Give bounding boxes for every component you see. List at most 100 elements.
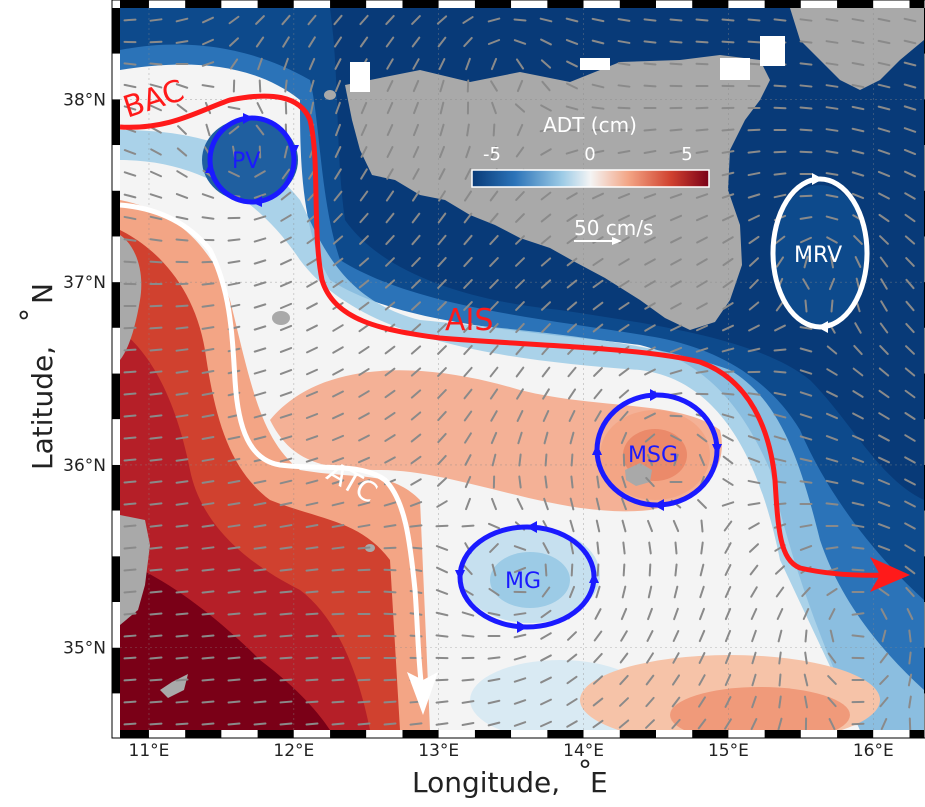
velocity-arrow <box>592 279 604 289</box>
velocity-arrow <box>123 83 137 89</box>
velocity-arrow <box>253 678 267 682</box>
velocity-arrow <box>357 722 371 726</box>
velocity-arrow <box>177 125 187 135</box>
velocity-arrow <box>487 39 501 45</box>
velocity-arrow <box>487 611 501 617</box>
velocity-arrow <box>463 344 473 356</box>
velocity-arrow <box>513 699 527 705</box>
velocity-arrow <box>644 236 656 244</box>
velocity-arrow <box>385 36 395 48</box>
frame-segment <box>112 99 120 146</box>
velocity-arrow <box>879 652 889 664</box>
velocity-arrow <box>777 629 783 643</box>
velocity-arrow <box>851 524 865 528</box>
velocity-arrow <box>799 128 813 132</box>
velocity-arrow <box>645 696 655 708</box>
velocity-arrow <box>412 79 420 93</box>
frame-segment <box>656 730 693 738</box>
velocity-arrow <box>283 57 289 71</box>
velocity-arrow <box>358 390 370 398</box>
velocity-arrow <box>721 347 735 353</box>
velocity-arrow <box>647 519 653 533</box>
velocity-arrow <box>149 348 163 352</box>
bac-ais-current-line <box>119 93 891 578</box>
velocity-arrow <box>175 722 189 726</box>
velocity-arrow <box>386 58 394 70</box>
velocity-arrow <box>227 105 241 111</box>
velocity-arrow <box>513 18 527 22</box>
velocity-arrow <box>747 435 761 441</box>
frame-segment <box>728 0 765 8</box>
velocity-arrow <box>825 40 839 44</box>
velocity-arrow <box>799 435 813 441</box>
velocity-arrow <box>724 673 732 687</box>
velocity-arrow <box>227 502 241 506</box>
velocity-arrow <box>463 301 473 311</box>
velocity-arrow <box>175 546 189 550</box>
velocity-arrow <box>335 123 341 137</box>
velocity-arrow <box>877 523 891 529</box>
velocity-arrow <box>773 172 787 176</box>
velocity-arrow <box>358 345 370 355</box>
velocity-arrow <box>591 17 605 23</box>
velocity-arrow <box>881 629 887 643</box>
velocity-arrow <box>253 413 267 419</box>
velocity-arrow <box>673 607 679 621</box>
colorbar-tick-label: 0 <box>584 144 595 165</box>
velocity-arrow <box>673 453 679 467</box>
velocity-arrow <box>724 607 732 621</box>
velocity-arrow <box>591 39 605 45</box>
velocity-arrow <box>695 40 709 44</box>
velocity-arrow <box>308 57 316 71</box>
velocity-arrow <box>331 434 345 442</box>
velocity-arrow <box>435 678 449 682</box>
velocity-arrow <box>279 413 293 419</box>
velocity-arrow <box>357 456 371 464</box>
velocity-arrow <box>123 370 137 374</box>
velocity-arrow <box>231 145 237 159</box>
velocity-arrow <box>825 479 839 485</box>
velocity-arrow <box>566 213 578 223</box>
velocity-arrow <box>358 412 370 420</box>
velocity-arrow <box>904 434 916 442</box>
longitude-tick-label: 15°E <box>708 741 749 761</box>
velocity-arrow <box>595 519 601 533</box>
velocity-arrow <box>722 214 734 222</box>
velocity-arrow <box>569 431 575 445</box>
velocity-arrow <box>487 677 501 683</box>
velocity-arrow <box>357 479 371 485</box>
velocity-arrow <box>565 149 579 155</box>
frame-segment <box>112 556 120 603</box>
velocity-arrow <box>724 542 732 554</box>
velocity-arrow <box>698 696 706 708</box>
velocity-arrow <box>463 410 473 422</box>
velocity-arrow <box>306 302 318 310</box>
velocity-arrow <box>201 326 215 330</box>
longitude-tick-label: 14°E <box>563 741 604 761</box>
velocity-arrow <box>227 568 241 572</box>
velocity-arrow <box>851 18 865 22</box>
velocity-arrow <box>411 36 421 48</box>
velocity-arrow <box>201 546 215 550</box>
mg-eddy-arrow <box>455 570 465 581</box>
velocity-arrow <box>149 722 163 726</box>
velocity-arrow <box>778 673 782 687</box>
velocity-arrow <box>279 612 293 616</box>
velocity-arrow <box>620 607 628 621</box>
velocity-arrow <box>852 412 864 420</box>
velocity-arrow <box>670 258 682 266</box>
velocity-arrow <box>149 326 163 330</box>
velocity-arrow <box>411 212 421 224</box>
velocity-arrow <box>438 168 446 180</box>
velocity-arrow <box>825 106 839 110</box>
velocity-arrow <box>280 214 292 222</box>
velocity-arrow <box>695 324 709 332</box>
velocity-arrow <box>463 190 473 202</box>
frame-segment <box>221 730 258 738</box>
frame-segment <box>438 730 475 738</box>
velocity-arrow <box>253 501 267 507</box>
velocity-arrow <box>464 432 472 444</box>
velocity-arrow <box>411 15 421 25</box>
velocity-arrow <box>747 347 761 353</box>
velocity-arrow <box>644 324 656 332</box>
